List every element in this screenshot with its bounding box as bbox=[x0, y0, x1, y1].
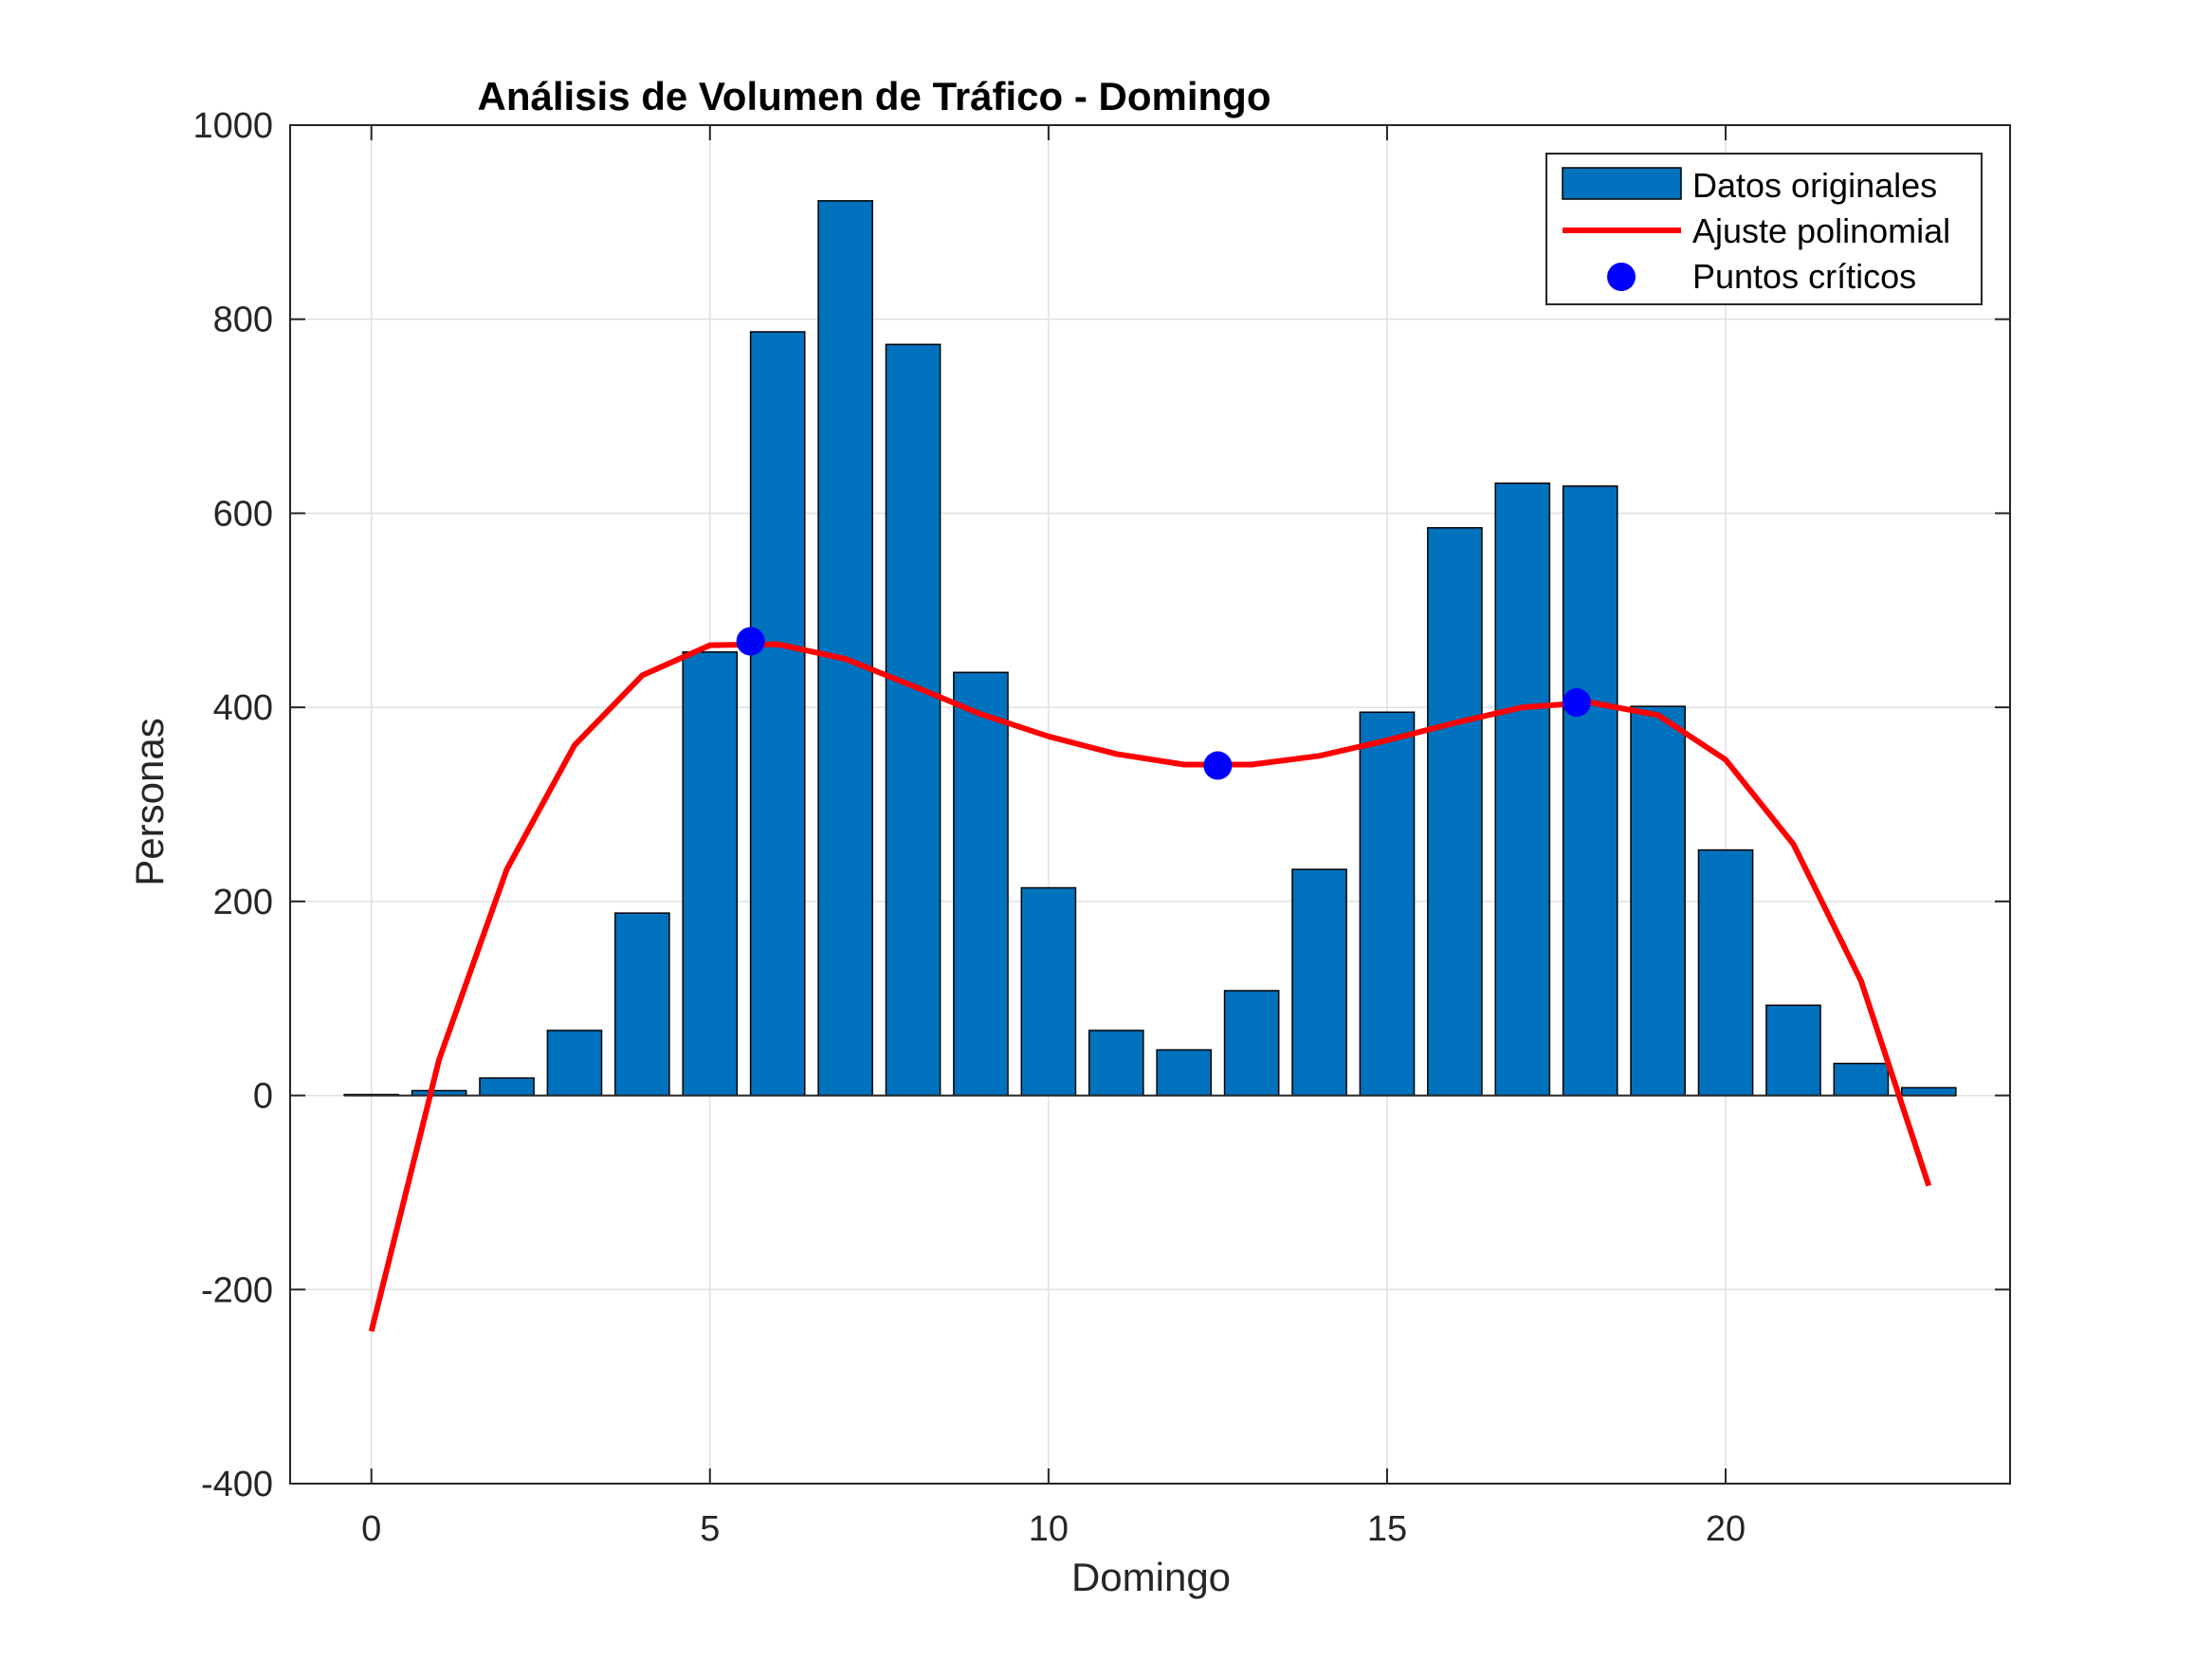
x-tick-label: 5 bbox=[700, 1509, 720, 1549]
y-tick-label: -200 bbox=[201, 1270, 273, 1310]
y-tick-label: 0 bbox=[253, 1077, 273, 1117]
bar bbox=[1765, 1004, 1821, 1097]
plot-area bbox=[290, 125, 2010, 1484]
critical-point bbox=[736, 627, 765, 656]
y-tick-label: 400 bbox=[213, 688, 273, 728]
bar bbox=[1223, 990, 1280, 1097]
legend: Datos originales Ajuste polinomial Punto… bbox=[1545, 153, 1983, 305]
bar-series bbox=[343, 200, 1957, 1097]
x-tick-label: 20 bbox=[1706, 1509, 1746, 1549]
bar bbox=[1697, 848, 1754, 1097]
fit-line bbox=[368, 641, 1932, 1333]
bar bbox=[1562, 485, 1618, 1097]
critical-point bbox=[1562, 688, 1591, 718]
y-tick-label: 600 bbox=[213, 494, 273, 534]
bar bbox=[614, 912, 670, 1097]
legend-label-datos: Datos originales bbox=[1692, 166, 1937, 205]
bar bbox=[1359, 711, 1416, 1097]
y-tick-label: 200 bbox=[213, 883, 273, 922]
y-tick-label: 800 bbox=[213, 301, 273, 340]
x-axis-label: Domingo bbox=[1071, 1555, 1231, 1599]
bar bbox=[1156, 1048, 1213, 1097]
chart-title: Análisis de Volumen de Tráfico - Domingo bbox=[477, 74, 1271, 118]
x-tick-label: 15 bbox=[1367, 1509, 1407, 1549]
bar bbox=[682, 651, 739, 1097]
y-axis-label: Personas bbox=[127, 718, 172, 885]
bar bbox=[1291, 868, 1347, 1097]
bar bbox=[1833, 1063, 1890, 1097]
legend-point-swatch bbox=[1607, 263, 1636, 291]
axis-ticks bbox=[290, 124, 2010, 1485]
bar bbox=[546, 1030, 603, 1097]
bar bbox=[1630, 705, 1686, 1097]
legend-bar-swatch bbox=[1562, 167, 1682, 200]
bar bbox=[1494, 482, 1551, 1097]
bar bbox=[1020, 886, 1077, 1097]
x-tick-label: 0 bbox=[361, 1509, 381, 1549]
bar bbox=[953, 671, 1009, 1097]
bar bbox=[1088, 1030, 1144, 1097]
bar bbox=[817, 200, 873, 1097]
plot-frame bbox=[289, 124, 2011, 1485]
y-tick-label: 1000 bbox=[192, 106, 273, 146]
critical-point bbox=[1203, 751, 1233, 780]
bar bbox=[479, 1077, 535, 1097]
x-tick-label: 10 bbox=[1029, 1509, 1069, 1549]
bar bbox=[885, 343, 941, 1097]
legend-label-ajuste: Ajuste polinomial bbox=[1692, 211, 1950, 250]
tick-labels: 0 5 10 15 20 -400 -200 0 200 400 600 800 1000 bbox=[192, 106, 1746, 1549]
bar bbox=[1427, 527, 1483, 1097]
critical-points bbox=[736, 627, 1591, 780]
y-tick-label: -400 bbox=[201, 1465, 273, 1504]
bar bbox=[1900, 1086, 1957, 1097]
legend-label-puntos: Puntos críticos bbox=[1692, 257, 1916, 296]
bar bbox=[749, 331, 806, 1097]
